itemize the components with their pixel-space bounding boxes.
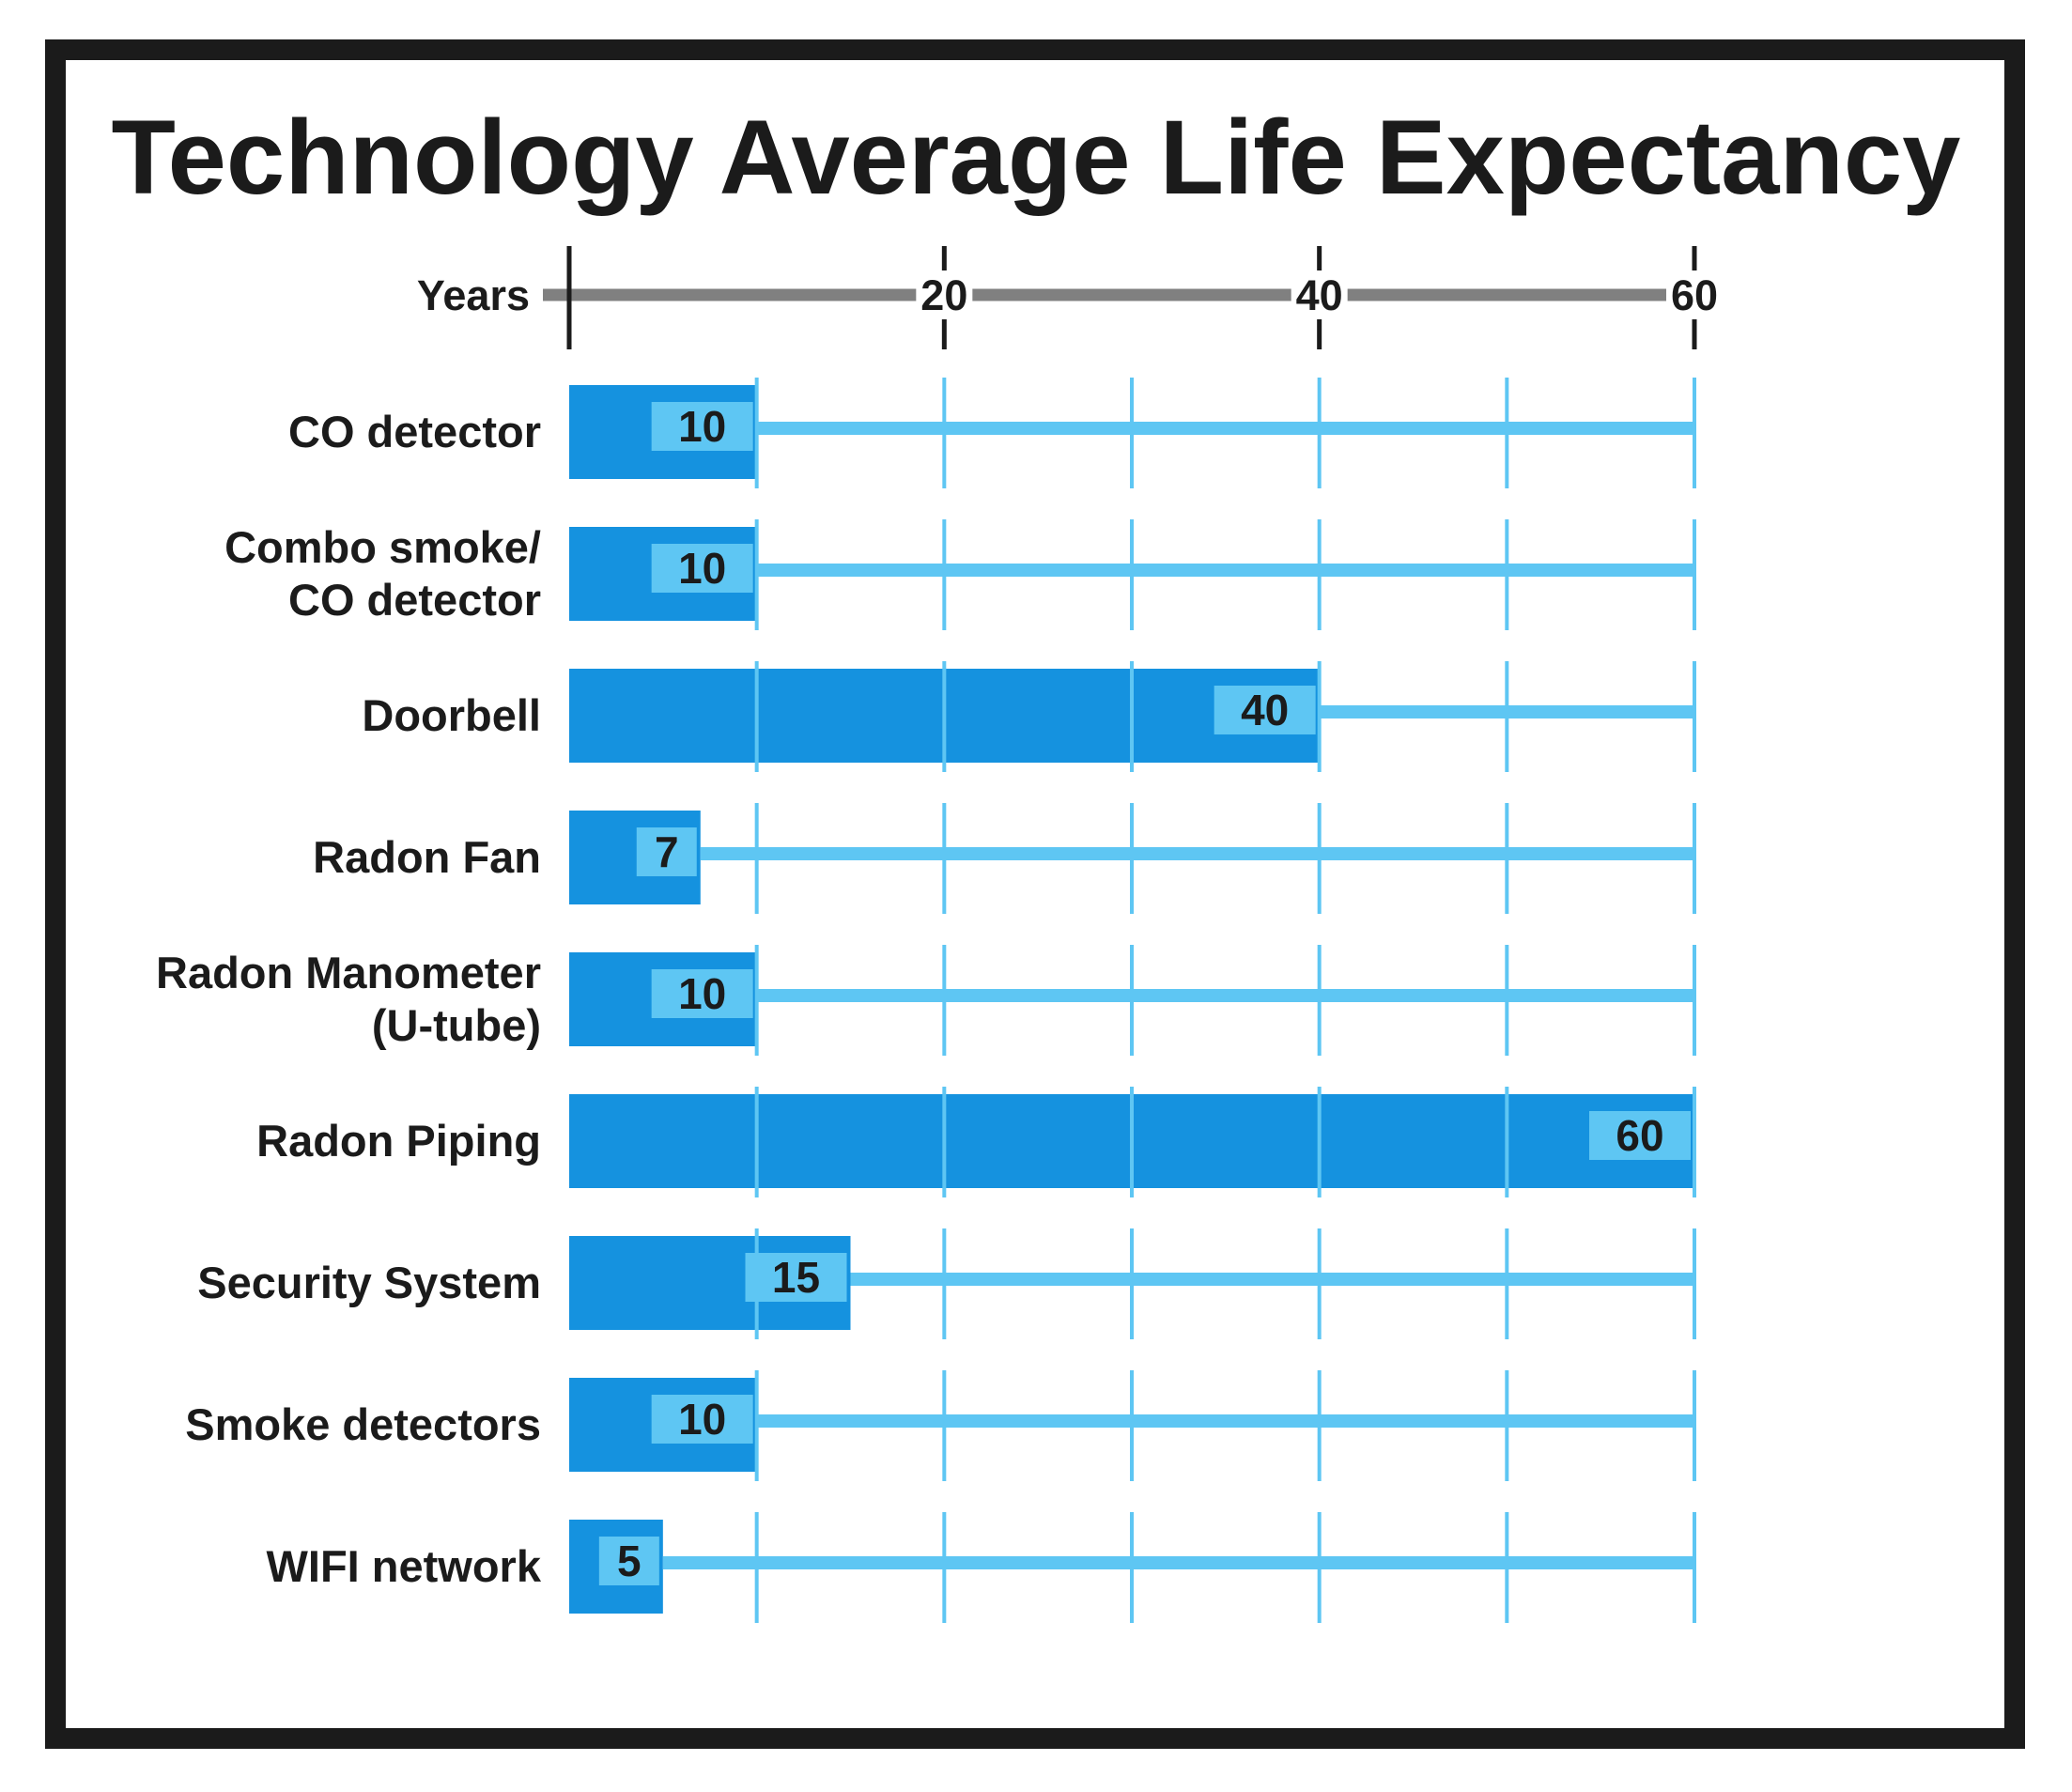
value-label: 7 bbox=[655, 827, 679, 876]
value-label: 15 bbox=[772, 1253, 820, 1302]
value-label-box bbox=[1589, 1111, 1691, 1160]
value-label-box bbox=[1214, 686, 1316, 734]
category-label: Smoke detectors bbox=[185, 1399, 541, 1449]
category-label: Radon Manometer bbox=[156, 948, 541, 997]
value-label: 40 bbox=[1241, 686, 1289, 734]
value-label: 10 bbox=[678, 969, 726, 1018]
x-tick-label: 60 bbox=[1671, 271, 1718, 319]
chart-title: Technology Average Life Expectancy bbox=[111, 99, 1961, 216]
category-label: WIFI network bbox=[267, 1541, 542, 1591]
x-axis-label: Years bbox=[417, 271, 530, 319]
value-label-box bbox=[651, 544, 753, 593]
value-label: 10 bbox=[678, 402, 726, 451]
x-tick-label: 20 bbox=[920, 271, 967, 319]
value-label-box bbox=[651, 1395, 753, 1444]
value-label-box bbox=[636, 827, 697, 876]
category-label: Radon Fan bbox=[313, 832, 541, 882]
x-tick-label: 40 bbox=[1296, 271, 1343, 319]
category-label: CO detector bbox=[288, 575, 541, 625]
value-label-box bbox=[598, 1537, 659, 1585]
value-label-box bbox=[651, 402, 753, 451]
value-label-box bbox=[745, 1253, 847, 1302]
value-label-box bbox=[651, 969, 753, 1018]
value-label: 10 bbox=[678, 544, 726, 593]
category-label: CO detector bbox=[288, 407, 541, 456]
value-label: 60 bbox=[1616, 1111, 1663, 1160]
value-label: 10 bbox=[678, 1395, 726, 1444]
x-tick-label-bg bbox=[916, 270, 973, 319]
x-tick-label-bg bbox=[1291, 270, 1348, 319]
x-tick-label-bg bbox=[1666, 270, 1723, 319]
category-label: (U-tube) bbox=[372, 1000, 541, 1050]
category-label: Security System bbox=[197, 1258, 541, 1307]
value-label: 5 bbox=[617, 1537, 642, 1585]
category-label: Doorbell bbox=[362, 690, 541, 740]
category-label: Combo smoke/ bbox=[224, 522, 541, 572]
category-label: Radon Piping bbox=[256, 1116, 541, 1166]
